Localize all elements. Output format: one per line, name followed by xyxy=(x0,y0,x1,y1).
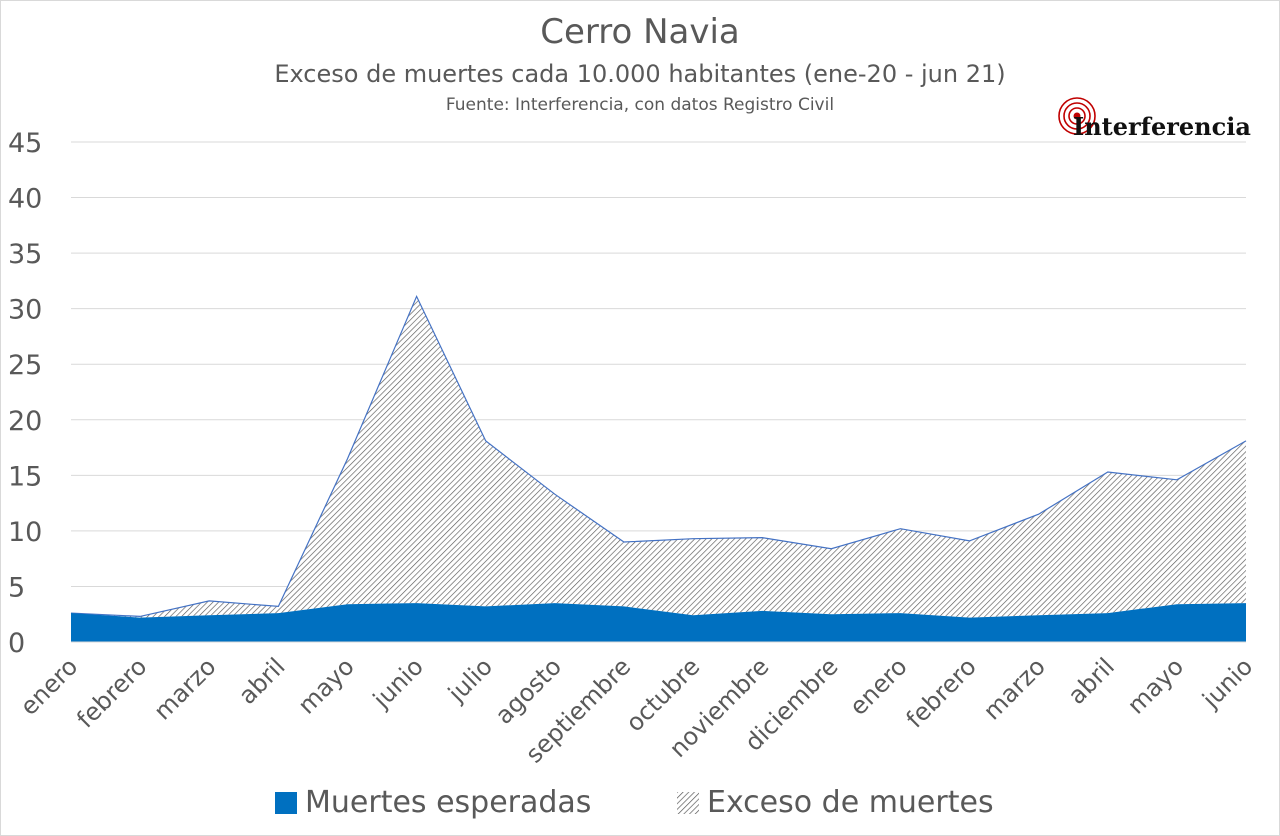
series-area-excess xyxy=(71,296,1246,618)
legend: Muertes esperadas Exceso de muertes xyxy=(0,785,1280,825)
y-tick-label: 20 xyxy=(8,406,42,437)
x-tick-label: julio xyxy=(442,652,498,708)
y-tick-label: 25 xyxy=(8,350,42,381)
x-tick-label: marzo xyxy=(978,652,1051,725)
chart-source: Fuente: Interferencia, con datos Registr… xyxy=(445,95,835,115)
x-tick-label: junio xyxy=(1196,652,1258,714)
logo-text: Interferencia xyxy=(1073,112,1251,141)
y-tick-label: 10 xyxy=(8,517,42,548)
x-tick-label: febrero xyxy=(71,652,152,733)
legend-item-expected: Muertes esperadas xyxy=(275,785,591,820)
y-tick-label: 30 xyxy=(8,295,42,326)
x-tick-label: abril xyxy=(1063,652,1120,709)
x-tick-label: junio xyxy=(367,652,429,714)
legend-swatch-excess xyxy=(677,791,699,814)
series-area-expected xyxy=(71,603,1246,642)
x-tick-label: febrero xyxy=(901,652,982,733)
y-tick-label: 5 xyxy=(8,572,25,603)
y-tick-label: 40 xyxy=(8,184,42,215)
y-tick-label: 45 xyxy=(8,128,42,159)
y-tick-label: 15 xyxy=(8,461,42,492)
y-tick-label: 0 xyxy=(8,628,25,659)
interferencia-logo: Interferencia xyxy=(1055,96,1255,142)
legend-swatch-expected xyxy=(275,791,297,814)
x-tick-label: enero xyxy=(15,652,83,720)
legend-label-expected: Muertes esperadas xyxy=(305,785,592,820)
y-tick-label: 35 xyxy=(8,239,42,270)
x-tick-label: marzo xyxy=(148,652,221,725)
series-line-excess xyxy=(70,294,1247,618)
legend-item-excess: Exceso de muertes xyxy=(677,785,994,820)
x-tick-label: enero xyxy=(844,652,912,720)
x-tick-label: mayo xyxy=(293,652,360,719)
target-icon xyxy=(1058,97,1096,135)
x-tick-label: mayo xyxy=(1122,652,1189,719)
legend-label-excess: Exceso de muertes xyxy=(707,785,994,820)
chart-subtitle: Exceso de muertes cada 10.000 habitantes… xyxy=(274,60,1006,88)
x-tick-label: abril xyxy=(233,652,290,709)
chart-title: Cerro Navia xyxy=(540,12,740,52)
